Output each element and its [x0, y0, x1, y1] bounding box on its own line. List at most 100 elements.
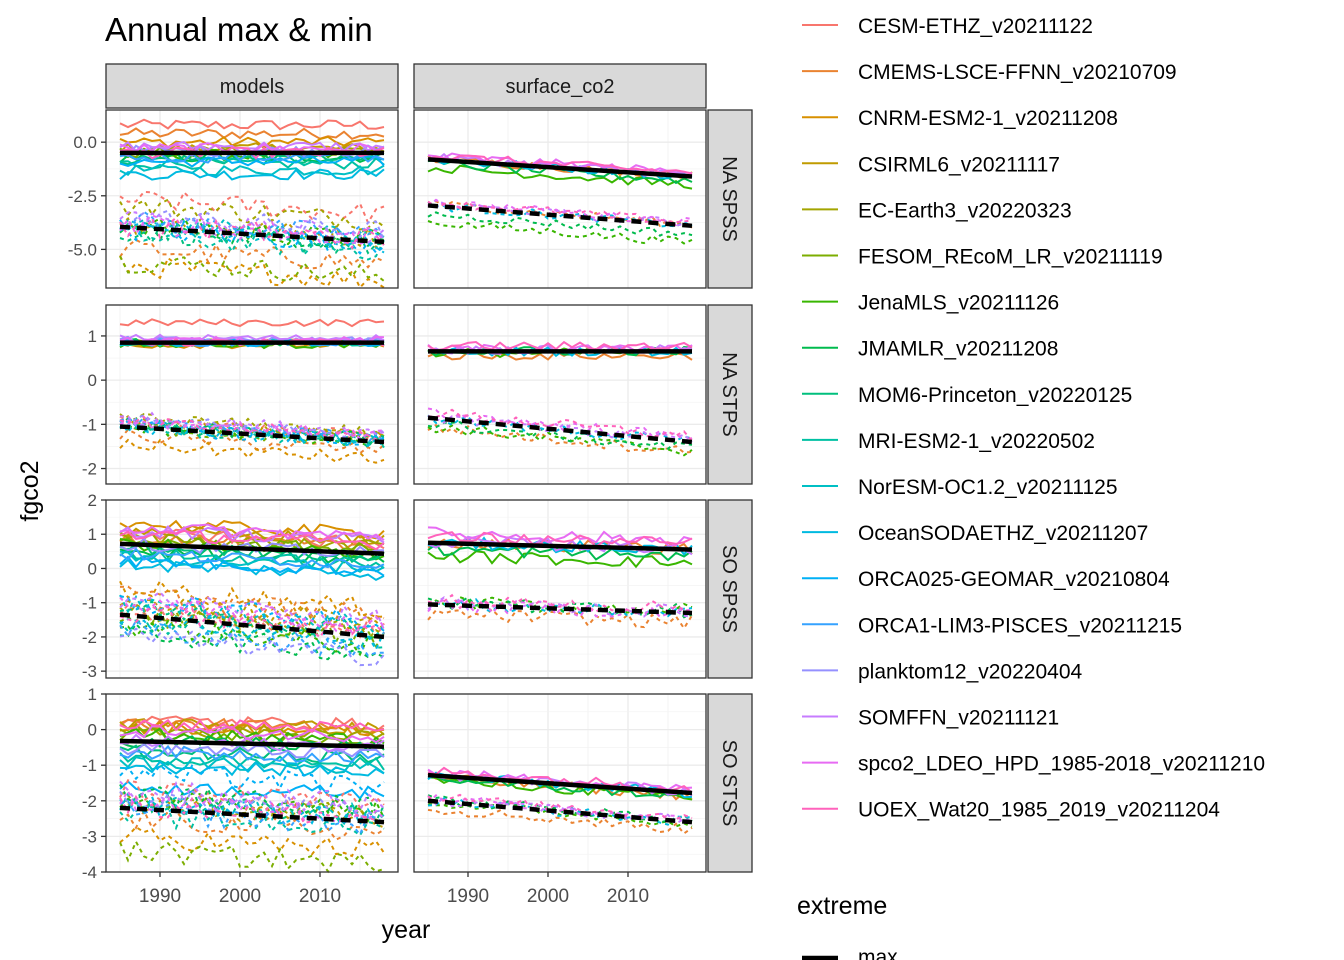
y-tick-label: -1 — [82, 594, 97, 613]
row-strip-background — [707, 499, 753, 679]
series-min-JMAMLR_v20211208 — [427, 211, 693, 237]
legend-item: EC-Earth3_v20220323 — [802, 199, 1072, 222]
series-min-planktom12_v20220404 — [119, 627, 385, 667]
panel-background — [414, 110, 706, 288]
legend-label: JMAMLR_v20211208 — [858, 338, 1058, 361]
legend-label: CNRM-ESM2-1_v20211208 — [858, 107, 1118, 130]
legend-label: OceanSODAETHZ_v20211207 — [858, 522, 1148, 545]
row-strip-label: SO STSS — [718, 740, 740, 827]
legend-item: UOEX_Wat20_1985_2019_v20211204 — [802, 799, 1220, 822]
legend-item: spco2_LDEO_HPD_1985-2018_v20211210 — [802, 753, 1265, 776]
series-min-SOMFFN_v20211121 — [427, 198, 693, 227]
x-tick-label: 2000 — [527, 886, 569, 907]
y-tick-label: -2.5 — [68, 187, 97, 206]
legend-item: CNRM-ESM2-1_v20211208 — [802, 107, 1118, 130]
series-min-OceanSODAETHZ_v20211207 — [427, 796, 693, 826]
trend-line-max — [427, 540, 693, 552]
series-max-CESM-ETHZ_v20211122 — [119, 715, 385, 733]
y-tick-label: 1 — [88, 525, 97, 544]
x-tick-label: 1990 — [447, 886, 489, 907]
y-tick-label: 0 — [88, 559, 97, 578]
panel-so-stss-models: -4 -3 -2 -1 0 1 1990 2000 2010 — [82, 685, 399, 907]
series-min-EC-Earth3_v20220323 — [119, 791, 385, 824]
series-min-CSIRML6_v20211117 — [119, 798, 385, 829]
series-min-spco2_LDEO_HPD_1985-2018_v20211210 — [119, 596, 385, 635]
series-max-ORCA1-LIM3-PISCES_v20211215 — [119, 547, 385, 569]
series-max-spco2_LDEO_HPD_1985-2018_v20211210 — [119, 725, 385, 744]
series-min-JMAMLR_v20211208 — [119, 622, 385, 661]
series-max-MOM6-Princeton_v20220125 — [119, 152, 385, 166]
series-max-UOEX_Wat20_1985_2019_v20211204 — [119, 529, 385, 551]
series-min-CESM-ETHZ_v20211122 — [119, 190, 385, 225]
series-min-spco2_LDEO_HPD_1985-2018_v20211210 — [427, 794, 693, 824]
y-tick-label: 0 — [88, 721, 97, 740]
legend-item: NorESM-OC1.2_v20211125 — [802, 476, 1118, 499]
panel-so-spss-surface_co2 — [413, 499, 707, 679]
row-strip: NA STPS — [707, 304, 753, 485]
series-max-OceanSODAETHZ_v20211207 — [119, 168, 385, 181]
legend-item: MOM6-Princeton_v20220125 — [802, 384, 1132, 407]
legend-label: MRI-ESM2-1_v20220502 — [858, 430, 1095, 453]
legend-item: CSIRML6_v20211117 — [802, 153, 1060, 176]
legend-item: CMEMS-LSCE-FFNN_v20210709 — [802, 61, 1177, 84]
series-min-OceanSODAETHZ_v20211207 — [119, 419, 385, 448]
series-min-UOEX_Wat20_1985_2019_v20211204 — [119, 216, 385, 250]
series-max-spco2_LDEO_HPD_1985-2018_v20211210 — [119, 523, 385, 541]
y-tick-label: -4 — [82, 863, 97, 882]
column-strip-background — [413, 63, 707, 109]
x-tick-label: 2010 — [607, 886, 649, 907]
series-min-JenaMLS_v20211126 — [427, 220, 693, 245]
series-min-spco2_LDEO_HPD_1985-2018_v20211210 — [119, 417, 385, 441]
row-strip: NA SPSS — [707, 109, 753, 289]
legend-label: FESOM_REcoM_LR_v20211119 — [858, 246, 1163, 269]
legend-label: CSIRML6_v20211117 — [858, 153, 1060, 176]
legend-label: SOMFFN_v20211121 — [858, 707, 1059, 730]
series-min-EC-Earth3_v20220323 — [119, 412, 385, 438]
series-min-UOEX_Wat20_1985_2019_v20211204 — [119, 794, 385, 825]
panel-background — [106, 110, 398, 288]
y-tick-label: 1 — [88, 327, 97, 346]
legend-label: NorESM-OC1.2_v20211125 — [858, 476, 1118, 499]
series-max-JenaMLS_v20211126 — [119, 727, 385, 747]
legend-item: ORCA025-GEOMAR_v20210804 — [802, 568, 1170, 591]
column-strip: surface_co2 — [413, 63, 707, 109]
series-min-SOMFFN_v20211121 — [119, 211, 385, 245]
series-min-UOEX_Wat20_1985_2019_v20211204 — [427, 593, 693, 615]
series-max-UOEX_Wat20_1985_2019_v20211204 — [427, 154, 693, 175]
panel-background — [106, 305, 398, 484]
row-strip: SO SPSS — [707, 499, 753, 679]
series-min-UOEX_Wat20_1985_2019_v20211204 — [427, 793, 693, 821]
series-max-CNRM-ESM2-1_v20211208 — [119, 720, 385, 738]
series-min-MOM6-Princeton_v20220125 — [119, 791, 385, 826]
legend-item: ORCA1-LIM3-PISCES_v20211215 — [802, 614, 1182, 637]
panel-na-spss-models: -5.0 -2.5 0.0 — [68, 109, 399, 290]
series-max-JMAMLR_v20211208 — [427, 775, 693, 798]
series-min-JenaMLS_v20211126 — [427, 424, 693, 457]
series-min-MOM6-Princeton_v20220125 — [119, 599, 385, 640]
series-min-ORCA025-GEOMAR_v20210804 — [119, 763, 385, 797]
x-tick-label: 2010 — [299, 886, 341, 907]
y-tick-label: -1 — [82, 756, 97, 775]
series-min-CMEMS-LSCE-FFNN_v20210709 — [119, 808, 385, 841]
chart-title: Annual max & min — [105, 11, 373, 48]
series-min-CMEMS-LSCE-FFNN_v20210709 — [427, 808, 693, 835]
series-min-MRI-ESM2-1_v20220502 — [119, 225, 385, 261]
legend-label: ORCA025-GEOMAR_v20210804 — [858, 568, 1170, 591]
series-min-MOM6-Princeton_v20220125 — [119, 421, 385, 450]
row-strip-label: SO SPSS — [718, 545, 740, 633]
panel-na-stps-models: -2 -1 0 1 — [82, 304, 399, 485]
y-tick-label: -2 — [82, 460, 97, 479]
panel-border — [413, 304, 707, 485]
series-min-JenaMLS_v20211126 — [119, 619, 384, 657]
panel-border — [413, 693, 707, 873]
row-strip-label: NA SPSS — [718, 156, 740, 242]
y-tick-label: -3 — [82, 662, 97, 681]
y-tick-label: -1 — [82, 415, 97, 434]
legend-title-extreme: extreme — [797, 892, 887, 920]
series-min-CMEMS-LSCE-FFNN_v20210709 — [427, 608, 693, 631]
legend-item-extreme: max — [802, 946, 898, 960]
y-tick-label: -3 — [82, 827, 97, 846]
y-tick-label: 2 — [88, 491, 97, 510]
series-min-OceanSODAETHZ_v20211207 — [119, 614, 385, 652]
